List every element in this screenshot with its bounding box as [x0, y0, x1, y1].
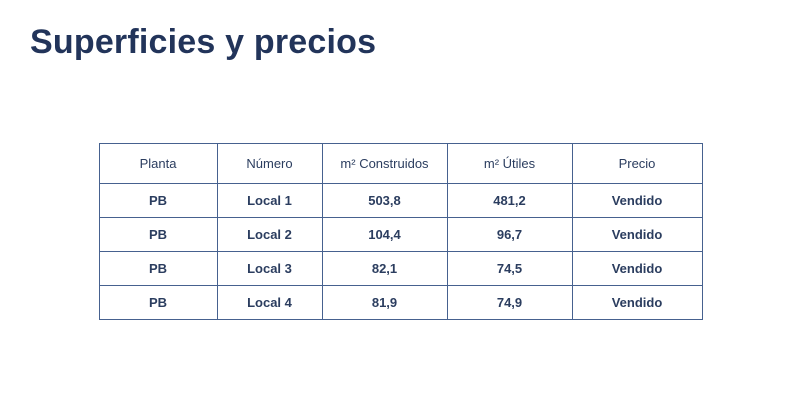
cell-construidos: 503,8 [321, 182, 448, 218]
surfaces-prices-table: Planta Número m² Construidos m² Útiles P… [98, 142, 703, 320]
cell-numero: Local 2 [216, 216, 323, 252]
cell-planta: PB [98, 216, 218, 252]
cell-numero: Local 3 [216, 250, 323, 286]
cell-construidos: 104,4 [321, 216, 448, 252]
table-container: Planta Número m² Construidos m² Útiles P… [98, 142, 703, 320]
cell-construidos: 81,9 [321, 284, 448, 320]
table-row: PB Local 4 81,9 74,9 Vendido [98, 284, 703, 320]
column-header-utiles: m² Útiles [446, 142, 573, 184]
table-row: PB Local 3 82,1 74,5 Vendido [98, 250, 703, 286]
cell-utiles: 74,5 [446, 250, 573, 286]
column-header-construidos: m² Construidos [321, 142, 448, 184]
table-row: PB Local 1 503,8 481,2 Vendido [98, 182, 703, 218]
cell-numero: Local 4 [216, 284, 323, 320]
table-header-row: Planta Número m² Construidos m² Útiles P… [98, 142, 703, 184]
cell-planta: PB [98, 182, 218, 218]
column-header-planta: Planta [98, 142, 218, 184]
column-header-numero: Número [216, 142, 323, 184]
page-title: Superficies y precios [30, 23, 377, 61]
cell-construidos: 82,1 [321, 250, 448, 286]
cell-planta: PB [98, 284, 218, 320]
cell-planta: PB [98, 250, 218, 286]
cell-utiles: 74,9 [446, 284, 573, 320]
cell-precio: Vendido [571, 284, 703, 320]
cell-precio: Vendido [571, 250, 703, 286]
cell-utiles: 481,2 [446, 182, 573, 218]
cell-precio: Vendido [571, 216, 703, 252]
cell-utiles: 96,7 [446, 216, 573, 252]
column-header-precio: Precio [571, 142, 703, 184]
cell-numero: Local 1 [216, 182, 323, 218]
table-row: PB Local 2 104,4 96,7 Vendido [98, 216, 703, 252]
cell-precio: Vendido [571, 182, 703, 218]
